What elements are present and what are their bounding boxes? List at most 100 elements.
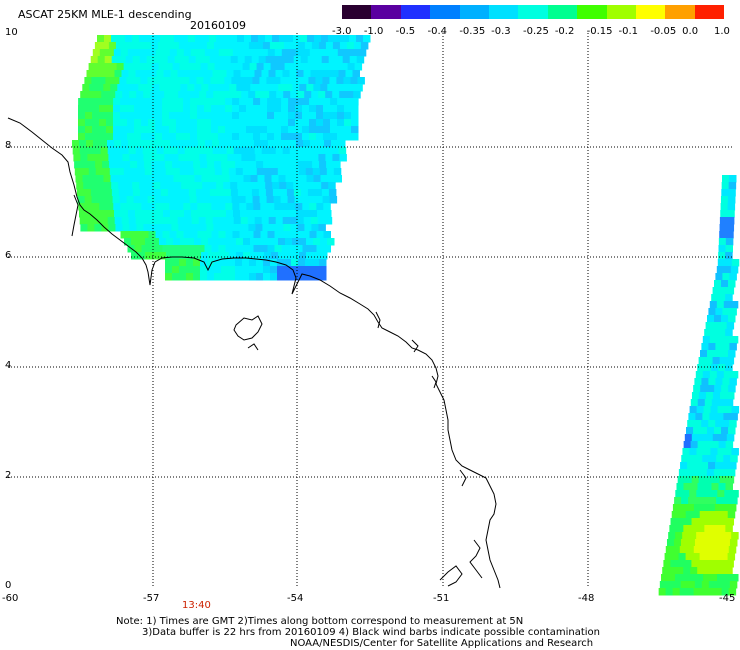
swath-cell <box>695 455 703 463</box>
swath-cell <box>192 154 200 162</box>
swath-cell <box>712 518 721 526</box>
swath-cell <box>710 490 718 498</box>
swath-cell <box>303 217 312 225</box>
swath-cell <box>246 126 254 134</box>
swath-cell <box>153 56 162 64</box>
swath-cell <box>137 168 146 176</box>
swath-cell <box>142 70 150 78</box>
swath-cell <box>229 252 237 260</box>
color-swatch <box>694 5 725 19</box>
swath-cell <box>330 98 338 106</box>
swath-cell <box>702 413 710 421</box>
swath-cell <box>130 168 139 176</box>
swath-cell <box>119 77 127 85</box>
swath-cell <box>274 231 282 239</box>
swath-cell <box>316 112 324 120</box>
swath-cell <box>711 441 720 449</box>
color-scale-bar <box>342 5 725 19</box>
swath-cell <box>190 245 198 253</box>
swath-cell <box>184 140 192 148</box>
swath-cell <box>198 147 207 155</box>
swath-cell <box>720 196 729 204</box>
swath-cell <box>692 511 701 519</box>
swath-cell <box>278 84 286 92</box>
swath-cell <box>274 105 282 113</box>
swath-cell <box>120 119 128 127</box>
swath-cell <box>204 245 212 253</box>
swath-cell <box>197 126 205 134</box>
swath-cell <box>217 77 225 85</box>
swath-cell <box>222 252 230 260</box>
swath-cell <box>166 84 174 92</box>
swath-cell <box>134 203 142 211</box>
swath-cell <box>253 105 261 113</box>
swath-cell <box>235 259 243 267</box>
swath-cell <box>260 105 268 113</box>
swath-cell <box>225 119 233 127</box>
swath-cell <box>279 35 287 43</box>
swath-cell <box>141 203 149 211</box>
swath-cell <box>187 252 195 260</box>
swath-cell <box>714 546 723 554</box>
color-swatch <box>400 5 431 19</box>
swath-cell <box>235 273 243 281</box>
swath-cell <box>725 483 733 491</box>
swath-cell <box>89 84 97 92</box>
swath-cell <box>234 154 242 162</box>
swath-cell <box>309 203 317 211</box>
swath-cell <box>239 126 247 134</box>
swath-cell <box>85 105 93 113</box>
color-scale-tick-label: 1.0 <box>714 26 730 37</box>
swath-cell <box>139 182 147 190</box>
swath-cell <box>228 266 236 274</box>
swath-cell <box>246 112 254 120</box>
swath-cell <box>710 448 718 456</box>
swath-cell <box>279 189 288 197</box>
swath-cell <box>690 399 699 407</box>
swath-cell <box>720 469 729 477</box>
swath-cell <box>190 105 198 113</box>
swath-cell <box>165 273 173 281</box>
swath-cell <box>211 126 219 134</box>
swath-cell <box>220 42 229 50</box>
swath-cell <box>700 504 709 512</box>
swath-cell <box>206 42 215 50</box>
swath-cell <box>155 98 163 106</box>
swath-cell <box>341 84 349 92</box>
swath-cell <box>720 553 729 561</box>
swath-cell <box>279 182 287 190</box>
lat-label-4: 4 <box>5 360 12 371</box>
swath-cell <box>85 112 93 120</box>
swath-cell <box>669 525 677 533</box>
color-swatch <box>665 5 695 19</box>
swath-cell <box>724 532 732 540</box>
swath-cell <box>197 231 205 239</box>
swath-cell <box>253 203 261 211</box>
swath-cell <box>298 161 306 169</box>
swath-cell <box>155 203 163 211</box>
swath-cell <box>183 119 191 127</box>
product-title: ASCAT 25KM MLE-1 descending <box>18 8 192 21</box>
swath-cell <box>666 581 675 589</box>
swath-cell <box>707 546 716 554</box>
swath-cell <box>212 147 221 155</box>
swath-cell <box>88 63 97 71</box>
swath-cell <box>255 91 263 99</box>
swath-cell <box>233 70 241 78</box>
swath-cell <box>155 119 163 127</box>
swath-cell <box>327 175 335 183</box>
swath-cell <box>191 210 199 218</box>
swath-cell <box>185 91 193 99</box>
swath-cell <box>290 91 298 99</box>
swath-cell <box>153 189 162 197</box>
swath-cell <box>305 266 313 274</box>
swath-cell <box>708 539 717 547</box>
swath-cell <box>198 217 207 225</box>
swath-cell <box>114 147 123 155</box>
swath-cell <box>350 77 358 85</box>
swath-cell <box>709 455 717 463</box>
swath-cell <box>354 63 363 71</box>
swath-cell <box>232 231 240 239</box>
swath-cell <box>127 105 135 113</box>
swath-cell <box>223 182 231 190</box>
